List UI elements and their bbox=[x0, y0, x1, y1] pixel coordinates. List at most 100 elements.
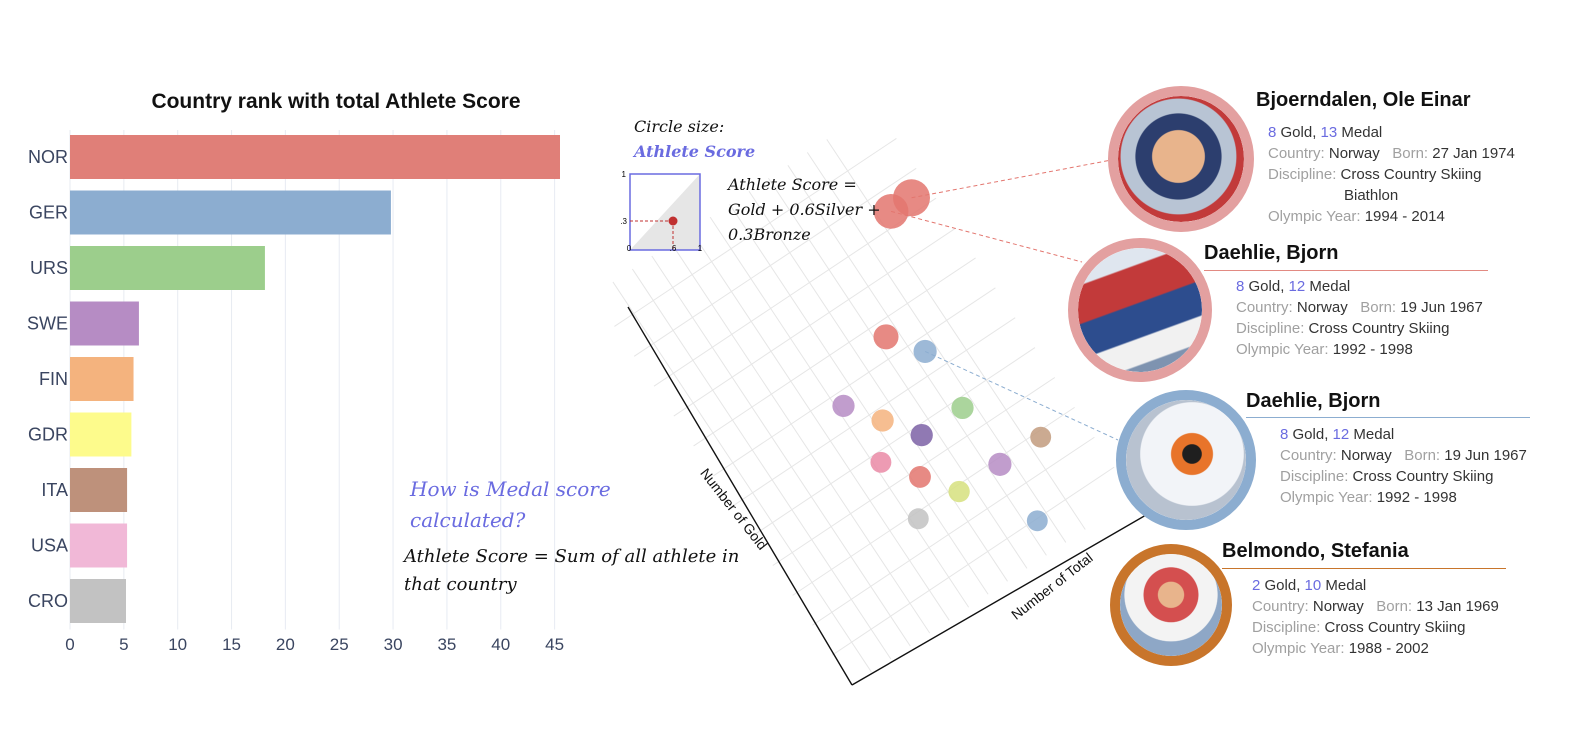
discipline-2: Biathlon bbox=[1344, 187, 1399, 204]
category-label: SWE bbox=[27, 314, 68, 334]
scatter-point[interactable] bbox=[948, 480, 970, 503]
athlete-name: Daehlie, Bjorn bbox=[1204, 242, 1339, 264]
bar-urs bbox=[70, 246, 265, 290]
scatter-point[interactable] bbox=[907, 508, 929, 530]
olympic-years: 1988 - 2002 bbox=[1348, 640, 1429, 657]
scatter-gridline bbox=[812, 436, 1095, 626]
gold-count: 8 bbox=[1268, 124, 1277, 141]
athlete-photo bbox=[1078, 248, 1202, 372]
bar-chart-title: Country rank with total Athlete Score bbox=[151, 90, 520, 113]
athlete-details: 8 Gold, 12 Medal Country: Norway Born: 1… bbox=[1236, 278, 1483, 358]
scatter-points bbox=[832, 179, 1052, 532]
gold-count: 8 bbox=[1280, 426, 1289, 443]
x-tick-label: 30 bbox=[384, 635, 403, 654]
x-tick-label: 25 bbox=[330, 635, 349, 654]
formula-line-2: Gold + 0.6Silver + bbox=[728, 200, 881, 219]
scatter-gridline bbox=[690, 229, 950, 621]
bar-gdr bbox=[70, 412, 132, 457]
gold-count: 2 bbox=[1252, 577, 1261, 594]
gold-count: 8 bbox=[1236, 278, 1245, 295]
formula-line-1: Athlete Score = bbox=[728, 175, 857, 194]
scatter-point[interactable] bbox=[870, 451, 892, 473]
bar-nor bbox=[70, 135, 560, 179]
athlete-divider bbox=[1204, 270, 1488, 271]
medal-count: 12 bbox=[1332, 426, 1350, 443]
scatter-point[interactable] bbox=[1026, 510, 1048, 532]
x-tick-label: 5 bbox=[119, 635, 128, 654]
athlete-score-formula: Athlete Score = Gold + 0.6Silver + 0.3Br… bbox=[728, 172, 918, 247]
medal-score-question: How is Medal score calculated? bbox=[410, 477, 611, 532]
mini-tick-one: 1 bbox=[622, 170, 627, 179]
circle-size-label: Circle size: bbox=[634, 117, 725, 136]
leader-line bbox=[911, 154, 1139, 199]
scatter-gridline bbox=[768, 177, 1028, 569]
athlete-photo bbox=[1120, 554, 1222, 656]
scatter-gridline bbox=[633, 167, 917, 357]
country: Norway bbox=[1340, 447, 1392, 464]
circle-size-value: Athlete Score bbox=[634, 142, 756, 161]
scatter-point[interactable] bbox=[988, 452, 1012, 476]
category-label: CRO bbox=[28, 591, 68, 611]
category-label: ITA bbox=[41, 480, 68, 500]
scatter-gridline bbox=[792, 406, 1075, 596]
mini-chart-point bbox=[668, 216, 678, 226]
scatter-gridline bbox=[631, 268, 892, 660]
athlete-divider bbox=[1222, 568, 1506, 569]
scatter-gridline bbox=[806, 152, 1067, 543]
athlete-photo bbox=[1126, 400, 1246, 520]
mini-tick-six: .6 bbox=[670, 244, 677, 253]
born: 13 Jan 1969 bbox=[1416, 598, 1499, 615]
discipline: Cross Country Skiing bbox=[1308, 320, 1450, 337]
medal-score-explanation: Athlete Score = Sum of all athlete in th… bbox=[404, 546, 740, 595]
scatter-point[interactable] bbox=[871, 409, 894, 432]
x-axis-line bbox=[851, 514, 1147, 686]
formula-line-3: 0.3Bronze bbox=[728, 225, 811, 244]
born: 19 Jun 1967 bbox=[1444, 447, 1527, 464]
scatter-point[interactable] bbox=[951, 396, 974, 420]
country: Norway bbox=[1312, 598, 1364, 615]
olympic-years: 1994 - 2014 bbox=[1364, 208, 1445, 225]
scatter-gridline bbox=[732, 317, 1016, 507]
mini-tick-zero: 0 bbox=[627, 244, 632, 253]
scatter-gridline bbox=[713, 287, 996, 477]
medal-count: 10 bbox=[1304, 577, 1322, 594]
scatter-point[interactable] bbox=[1030, 426, 1052, 448]
scatter-point[interactable] bbox=[832, 394, 855, 417]
x-tick-label: 10 bbox=[168, 635, 187, 654]
athlete-portrait bbox=[1108, 86, 1254, 232]
scatter-point[interactable] bbox=[873, 324, 899, 350]
athlete-details: 8 Gold, 13 Medal Country: Norway Born: 2… bbox=[1268, 124, 1515, 225]
x-tick-label: 35 bbox=[437, 635, 456, 654]
scatter-point[interactable] bbox=[873, 194, 909, 229]
athlete-photo bbox=[1118, 96, 1244, 222]
discipline: Cross Country Skiing bbox=[1324, 619, 1466, 636]
country-bar-chart: Country rank with total Athlete Score NO… bbox=[27, 90, 564, 654]
athlete-details: 2 Gold, 10 Medal Country: Norway Born: 1… bbox=[1252, 577, 1499, 657]
athlete-portrait bbox=[1068, 238, 1212, 382]
x-tick-label: 45 bbox=[545, 635, 564, 654]
scatter-point[interactable] bbox=[913, 339, 937, 364]
scatter-gridline bbox=[673, 227, 957, 417]
category-label: URS bbox=[30, 258, 68, 278]
x-tick-label: 20 bbox=[276, 635, 295, 654]
bar-ger bbox=[70, 190, 391, 235]
bar-cro bbox=[70, 579, 126, 623]
bar-usa bbox=[70, 523, 128, 568]
category-label: NOR bbox=[28, 147, 68, 167]
bar-fin bbox=[70, 357, 134, 401]
scatter-gridline bbox=[693, 257, 976, 447]
olympic-years: 1992 - 1998 bbox=[1332, 341, 1413, 358]
scatter-leader-lines bbox=[890, 154, 1139, 441]
category-label: USA bbox=[31, 536, 68, 556]
y-axis-line bbox=[627, 306, 853, 686]
scatter-point[interactable] bbox=[910, 423, 933, 447]
scatter-point[interactable] bbox=[909, 466, 931, 488]
athlete-name: Belmondo, Stefania bbox=[1222, 540, 1409, 562]
category-label: FIN bbox=[39, 369, 68, 389]
medal-count: 12 bbox=[1288, 278, 1306, 295]
athlete-portrait bbox=[1116, 390, 1256, 530]
scatter-gridline bbox=[651, 255, 911, 647]
y-axis-label: Number of Gold bbox=[697, 465, 770, 553]
born: 19 Jun 1967 bbox=[1400, 299, 1483, 316]
